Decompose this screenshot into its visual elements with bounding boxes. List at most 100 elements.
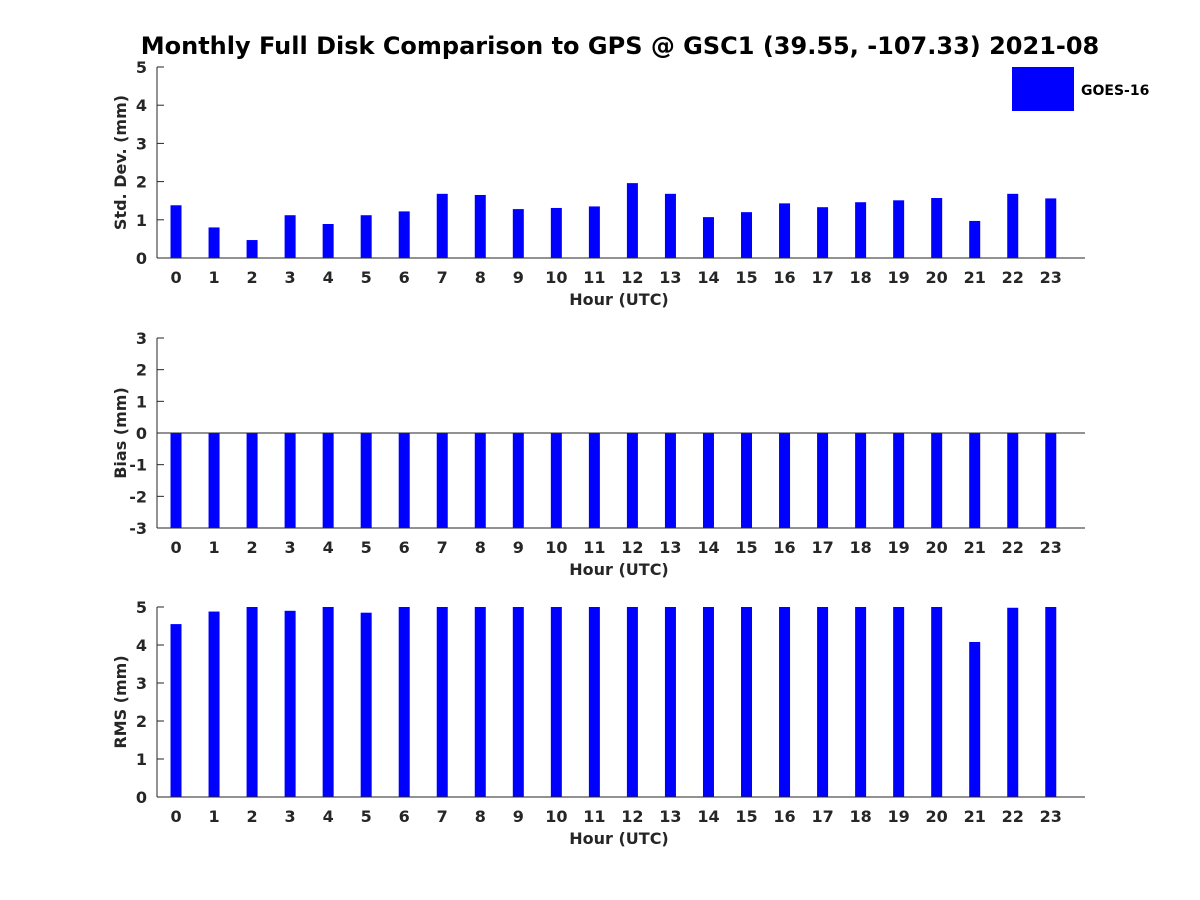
rms-bar-13 [664,607,676,797]
rms-bar-2 [246,607,258,797]
bias-xtick-label: 10 [545,538,567,557]
rms-bar-18 [855,607,867,797]
rms-xtick-label: 23 [1040,807,1062,826]
rms-bar-0 [170,624,182,797]
bias-xlabel: Hour (UTC) [569,560,669,579]
rms-bar-20 [931,607,943,797]
bias-bar-2 [246,433,258,528]
legend-swatch-goes-16 [1012,67,1074,111]
stddev-xtick-label: 20 [926,268,948,287]
bias-xtick-label: 13 [659,538,681,557]
bias-xtick-label: 9 [513,538,524,557]
stddev-bar-2 [246,240,258,258]
stddev-xtick-label: 18 [849,268,871,287]
bias-bar-20 [931,433,943,528]
stddev-xtick-label: 3 [285,268,296,287]
bias-ytick-label: 3 [136,329,147,348]
rms-bar-14 [702,607,714,797]
stddev-xtick-label: 10 [545,268,567,287]
bias-ytick-label: 0 [136,424,147,443]
stddev-ytick-label: 3 [136,134,147,153]
rms-bar-16 [779,607,791,797]
rms-xtick-label: 1 [208,807,219,826]
bias-xtick-label: 17 [811,538,833,557]
rms-xtick-label: 4 [323,807,334,826]
stddev-bar-17 [817,207,829,258]
bias-bar-0 [170,433,182,528]
stddev-bar-1 [208,227,220,258]
bias-bar-15 [741,433,753,528]
bias-bar-9 [512,433,524,528]
stddev-bar-13 [664,193,676,258]
stddev-xtick-label: 22 [1002,268,1024,287]
bias-bar-21 [969,433,981,528]
stddev-bar-9 [512,209,524,258]
rms-bar-21 [969,641,981,797]
stddev-bar-10 [550,207,562,258]
stddev-bar-11 [588,206,600,258]
rms-bar-7 [436,607,448,797]
stddev-bar-21 [969,220,981,258]
rms-xtick-label: 8 [475,807,486,826]
bias-bar-11 [588,433,600,528]
chart-title: Monthly Full Disk Comparison to GPS @ GS… [141,32,1100,60]
rms-ytick-label: 5 [136,598,147,617]
rms-bar-5 [360,612,372,797]
stddev-bar-14 [702,217,714,258]
bias-bar-8 [474,433,486,528]
legend-label-goes-16: GOES-16 [1081,83,1149,99]
rms-xtick-label: 16 [773,807,795,826]
stddev-xtick-label: 12 [621,268,643,287]
stddev-xtick-label: 19 [888,268,910,287]
bias-xtick-label: 4 [323,538,334,557]
stddev-xtick-label: 15 [735,268,757,287]
rms-bar-19 [893,607,905,797]
rms-bar-8 [474,607,486,797]
bias-xtick-label: 12 [621,538,643,557]
rms-xtick-label: 12 [621,807,643,826]
bias-ytick-label: -3 [129,519,147,538]
stddev-bar-20 [931,198,943,258]
stddev-xtick-label: 8 [475,268,486,287]
stddev-xlabel: Hour (UTC) [569,290,669,309]
bias-bar-18 [855,433,867,528]
bias-bar-6 [398,433,410,528]
rms-ytick-label: 0 [136,788,147,807]
stddev-ytick-label: 4 [136,96,147,115]
stddev-bar-8 [474,194,486,258]
bias-xtick-label: 19 [888,538,910,557]
bias-xtick-label: 0 [170,538,181,557]
stddev-bar-12 [626,183,638,258]
rms-bar-11 [588,607,600,797]
stddev-bar-23 [1045,198,1057,258]
bias-bar-12 [626,433,638,528]
rms-xtick-label: 13 [659,807,681,826]
rms-xtick-label: 7 [437,807,448,826]
rms-bar-17 [817,607,829,797]
bias-bar-16 [779,433,791,528]
stddev-xtick-label: 17 [811,268,833,287]
stddev-bar-0 [170,205,182,258]
rms-xtick-label: 3 [285,807,296,826]
stddev-xtick-label: 11 [583,268,605,287]
stddev-xtick-label: 16 [773,268,795,287]
stddev-bar-7 [436,193,448,258]
rms-xtick-label: 15 [735,807,757,826]
rms-bar-15 [741,607,753,797]
rms-xtick-label: 21 [964,807,986,826]
stddev-xtick-label: 9 [513,268,524,287]
stddev-xtick-label: 6 [399,268,410,287]
stddev-xtick-label: 7 [437,268,448,287]
stddev-bar-6 [398,211,410,258]
bias-xtick-label: 5 [361,538,372,557]
bias-bar-1 [208,433,220,528]
rms-xtick-label: 18 [849,807,871,826]
bias-bar-3 [284,433,296,528]
rms-bar-9 [512,607,524,797]
rms-bar-6 [398,607,410,797]
bias-bar-5 [360,433,372,528]
stddev-xtick-label: 1 [208,268,219,287]
